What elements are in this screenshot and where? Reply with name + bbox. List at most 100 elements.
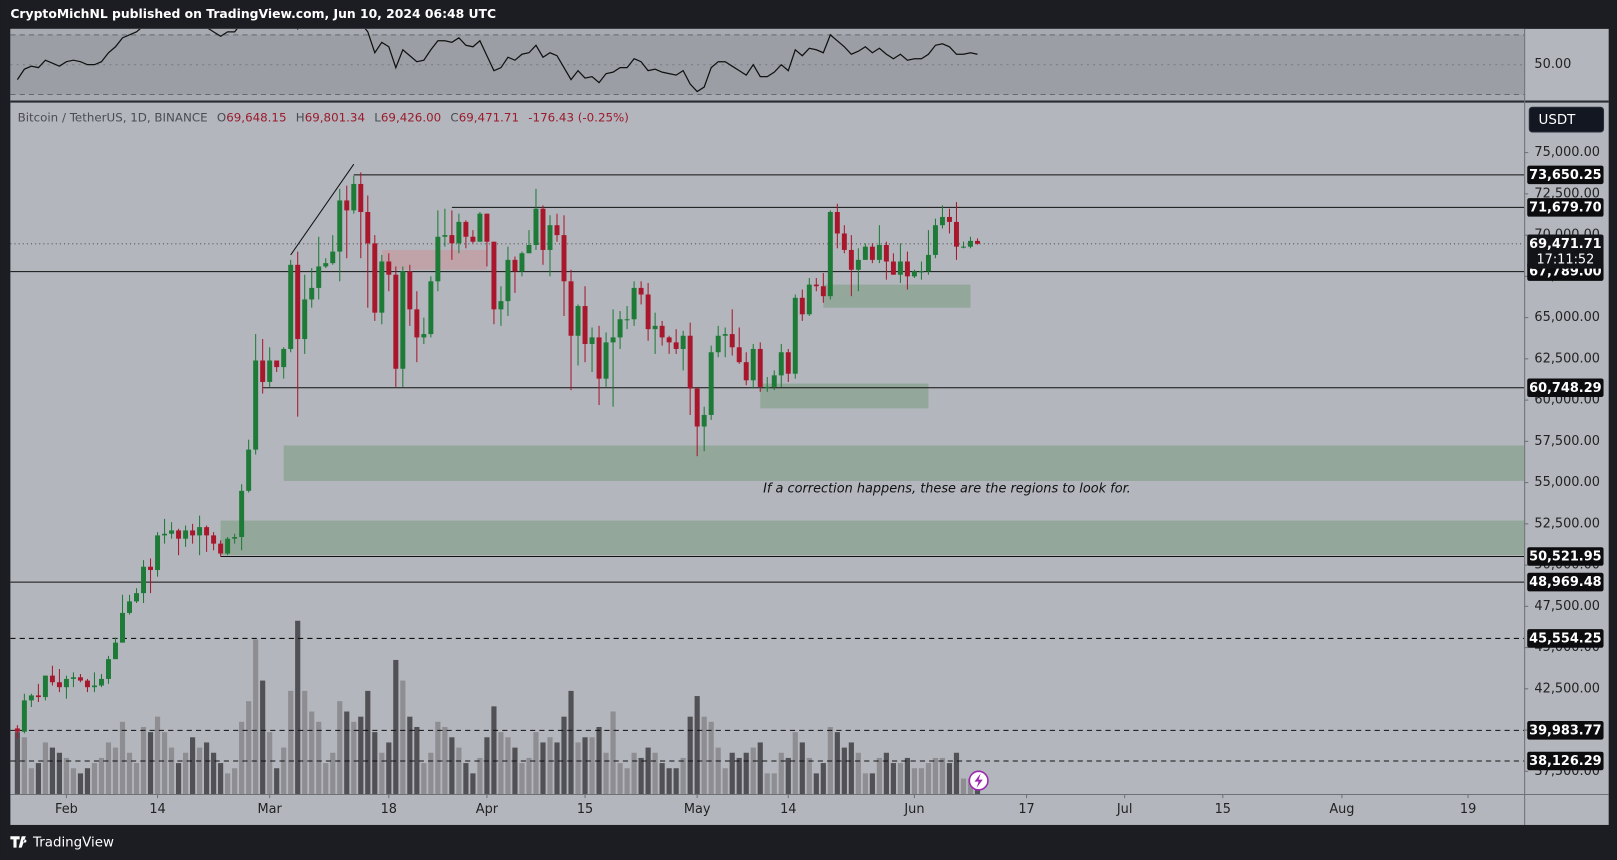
volume-bar bbox=[98, 757, 105, 795]
annotation: If a correction happens, these are the r… bbox=[763, 481, 1131, 496]
candle-body bbox=[435, 236, 441, 282]
currency-button[interactable] bbox=[1528, 106, 1605, 133]
candle-body bbox=[99, 678, 104, 686]
zone bbox=[283, 445, 1525, 481]
candle-body bbox=[673, 342, 679, 349]
volume-bar bbox=[456, 747, 462, 795]
candle-body bbox=[603, 342, 609, 379]
volume-bar bbox=[365, 690, 371, 795]
ohlc-key: L bbox=[374, 110, 381, 124]
candle-body bbox=[540, 208, 546, 250]
volume-bar bbox=[351, 721, 357, 795]
candle-body bbox=[260, 360, 266, 382]
volume-bar bbox=[337, 701, 343, 795]
volume-bar bbox=[393, 659, 399, 795]
volume-bar bbox=[232, 768, 238, 795]
candle-body bbox=[421, 334, 427, 338]
ohlc-value: 69,801.34 bbox=[305, 110, 365, 124]
volume-bar bbox=[960, 778, 967, 795]
volume-bar bbox=[161, 732, 168, 795]
candle-body bbox=[190, 530, 196, 536]
volume-bar bbox=[694, 696, 700, 795]
candle-body bbox=[393, 274, 399, 369]
volume-bar bbox=[84, 768, 91, 795]
x-tick-label: 17 bbox=[1018, 802, 1034, 817]
candle-body bbox=[323, 263, 329, 267]
volume-bar bbox=[295, 620, 301, 795]
level-label: 45,554.25 bbox=[1529, 631, 1602, 646]
candle-body bbox=[659, 325, 665, 338]
candle-body bbox=[645, 294, 651, 330]
y-tick-label: 47,500.00 bbox=[1534, 599, 1600, 614]
candle-body bbox=[932, 225, 938, 255]
volume-bar bbox=[701, 716, 707, 795]
candle-body bbox=[344, 200, 350, 211]
currency[interactable]: USDT bbox=[1539, 113, 1577, 128]
volume-bar bbox=[204, 742, 210, 795]
x-tick-label: Apr bbox=[476, 802, 499, 817]
candle-body bbox=[750, 348, 756, 381]
candle-body bbox=[197, 527, 203, 536]
volume-bar bbox=[175, 763, 182, 795]
y-tick-label: 42,500.00 bbox=[1534, 681, 1600, 696]
candle-body bbox=[35, 695, 41, 698]
level-label-box bbox=[1527, 378, 1604, 398]
volume-bar bbox=[225, 773, 231, 795]
x-tick-label: 18 bbox=[381, 802, 397, 817]
volume-bar bbox=[715, 747, 721, 795]
candle-body bbox=[42, 675, 48, 698]
volume-bar bbox=[526, 757, 532, 795]
volume-bar bbox=[42, 742, 48, 795]
volume-bar bbox=[309, 711, 315, 795]
candle-body bbox=[715, 335, 721, 353]
candle-body bbox=[470, 236, 476, 242]
volume-bar bbox=[533, 732, 539, 795]
x-tick-label: Mar bbox=[258, 802, 283, 817]
volume-bar bbox=[105, 742, 112, 795]
candle-body bbox=[211, 535, 217, 544]
volume-bar bbox=[869, 773, 875, 795]
volume-bar bbox=[56, 752, 63, 795]
ohlc-key: O bbox=[217, 110, 226, 124]
candle-body bbox=[897, 261, 903, 275]
volume-bar bbox=[281, 747, 287, 795]
candle-body bbox=[925, 254, 931, 272]
candle-body bbox=[610, 337, 616, 343]
candle-body bbox=[134, 593, 139, 602]
x-tick-label: Jul bbox=[1116, 802, 1133, 817]
volume-bar bbox=[736, 757, 742, 795]
volume-bar bbox=[925, 763, 932, 795]
zone bbox=[823, 284, 971, 308]
candle-body bbox=[302, 299, 308, 340]
volume-bar bbox=[561, 716, 567, 795]
symbol: Bitcoin / TetherUS, 1D, BINANCE bbox=[18, 110, 208, 124]
price-pane: If a correction happens, these are the r… bbox=[10, 163, 1525, 762]
volume-bar bbox=[302, 690, 308, 795]
candle-body bbox=[792, 297, 798, 374]
volume-bar bbox=[330, 752, 336, 795]
y-tick-label: 75,000.00 bbox=[1534, 145, 1600, 160]
candle-body bbox=[155, 535, 161, 571]
volume-bar bbox=[344, 711, 350, 795]
brand-logo bbox=[10, 836, 27, 848]
candle-body bbox=[113, 642, 118, 660]
volume-bar bbox=[540, 742, 546, 795]
candle-body bbox=[918, 271, 924, 273]
volume-bar bbox=[813, 773, 819, 795]
volume-bar bbox=[659, 763, 665, 795]
candle-body bbox=[21, 700, 27, 732]
volume-bar bbox=[372, 732, 378, 795]
level-label: 50,521.95 bbox=[1529, 549, 1602, 564]
volume-bar bbox=[799, 742, 805, 795]
candle-body bbox=[232, 537, 238, 539]
volume-bar bbox=[974, 788, 981, 795]
candle-body bbox=[330, 251, 336, 264]
candle-body bbox=[596, 337, 602, 379]
volume-bar bbox=[610, 711, 616, 795]
candle-body bbox=[806, 284, 812, 315]
volume-bar bbox=[617, 763, 623, 795]
candle-body bbox=[820, 286, 826, 297]
volume-bar bbox=[820, 763, 826, 795]
volume-bar bbox=[463, 763, 469, 795]
